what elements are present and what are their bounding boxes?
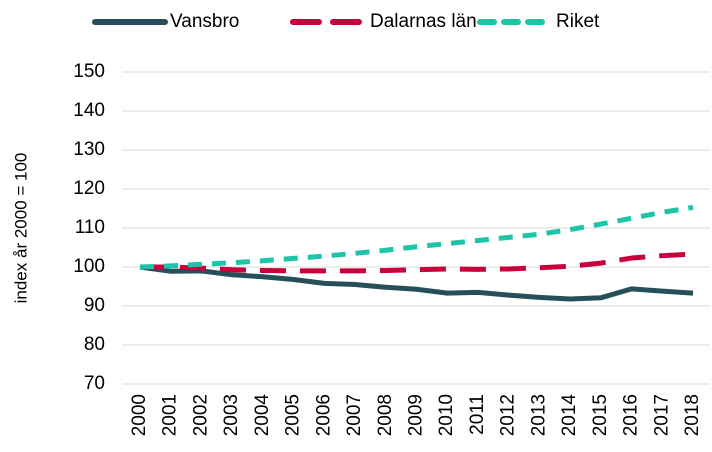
y-tick-label: 110 [75,217,105,238]
series-line [140,251,694,274]
legend-label: Riket [556,11,600,32]
x-tick-label: 2002 [190,394,211,436]
y-tick-label: 90 [84,295,105,316]
x-tick-label: 2000 [129,394,150,436]
x-tick-label: 2012 [498,394,519,436]
x-tick-label: 2005 [283,394,304,436]
y-tick-label: 100 [73,256,105,277]
legend-label: Vansbro [170,11,239,32]
x-tick-label: 2013 [528,394,549,436]
x-tick-label: 2011 [467,394,488,435]
y-tick-label: 150 [73,61,105,82]
y-axis-label: index år 2000 = 100 [11,153,30,304]
x-tick-label: 2018 [682,394,703,436]
x-tick-label: 2001 [160,394,181,436]
y-tick-label: 130 [73,139,105,160]
x-tick-label: 2009 [406,394,427,436]
x-tick-label: 2010 [436,394,457,436]
legend-label: Dalarnas län [370,11,477,32]
series-line [139,264,694,302]
x-tick-label: 2007 [344,394,365,436]
x-tick-label: 2006 [313,394,334,436]
y-tick-label: 120 [73,178,105,199]
series-line [139,204,694,270]
x-tick-label: 2003 [221,394,242,436]
x-tick-label: 2014 [559,394,580,437]
x-tick-label: 2008 [375,394,396,436]
x-tick-label: 2004 [252,394,273,437]
x-tick-label: 2015 [590,394,611,436]
x-tick-label: 2016 [621,394,642,436]
y-tick-label: 70 [84,373,105,394]
x-tick-label: 2017 [651,394,672,436]
y-tick-label: 80 [84,334,105,355]
y-tick-label: 140 [73,100,105,121]
